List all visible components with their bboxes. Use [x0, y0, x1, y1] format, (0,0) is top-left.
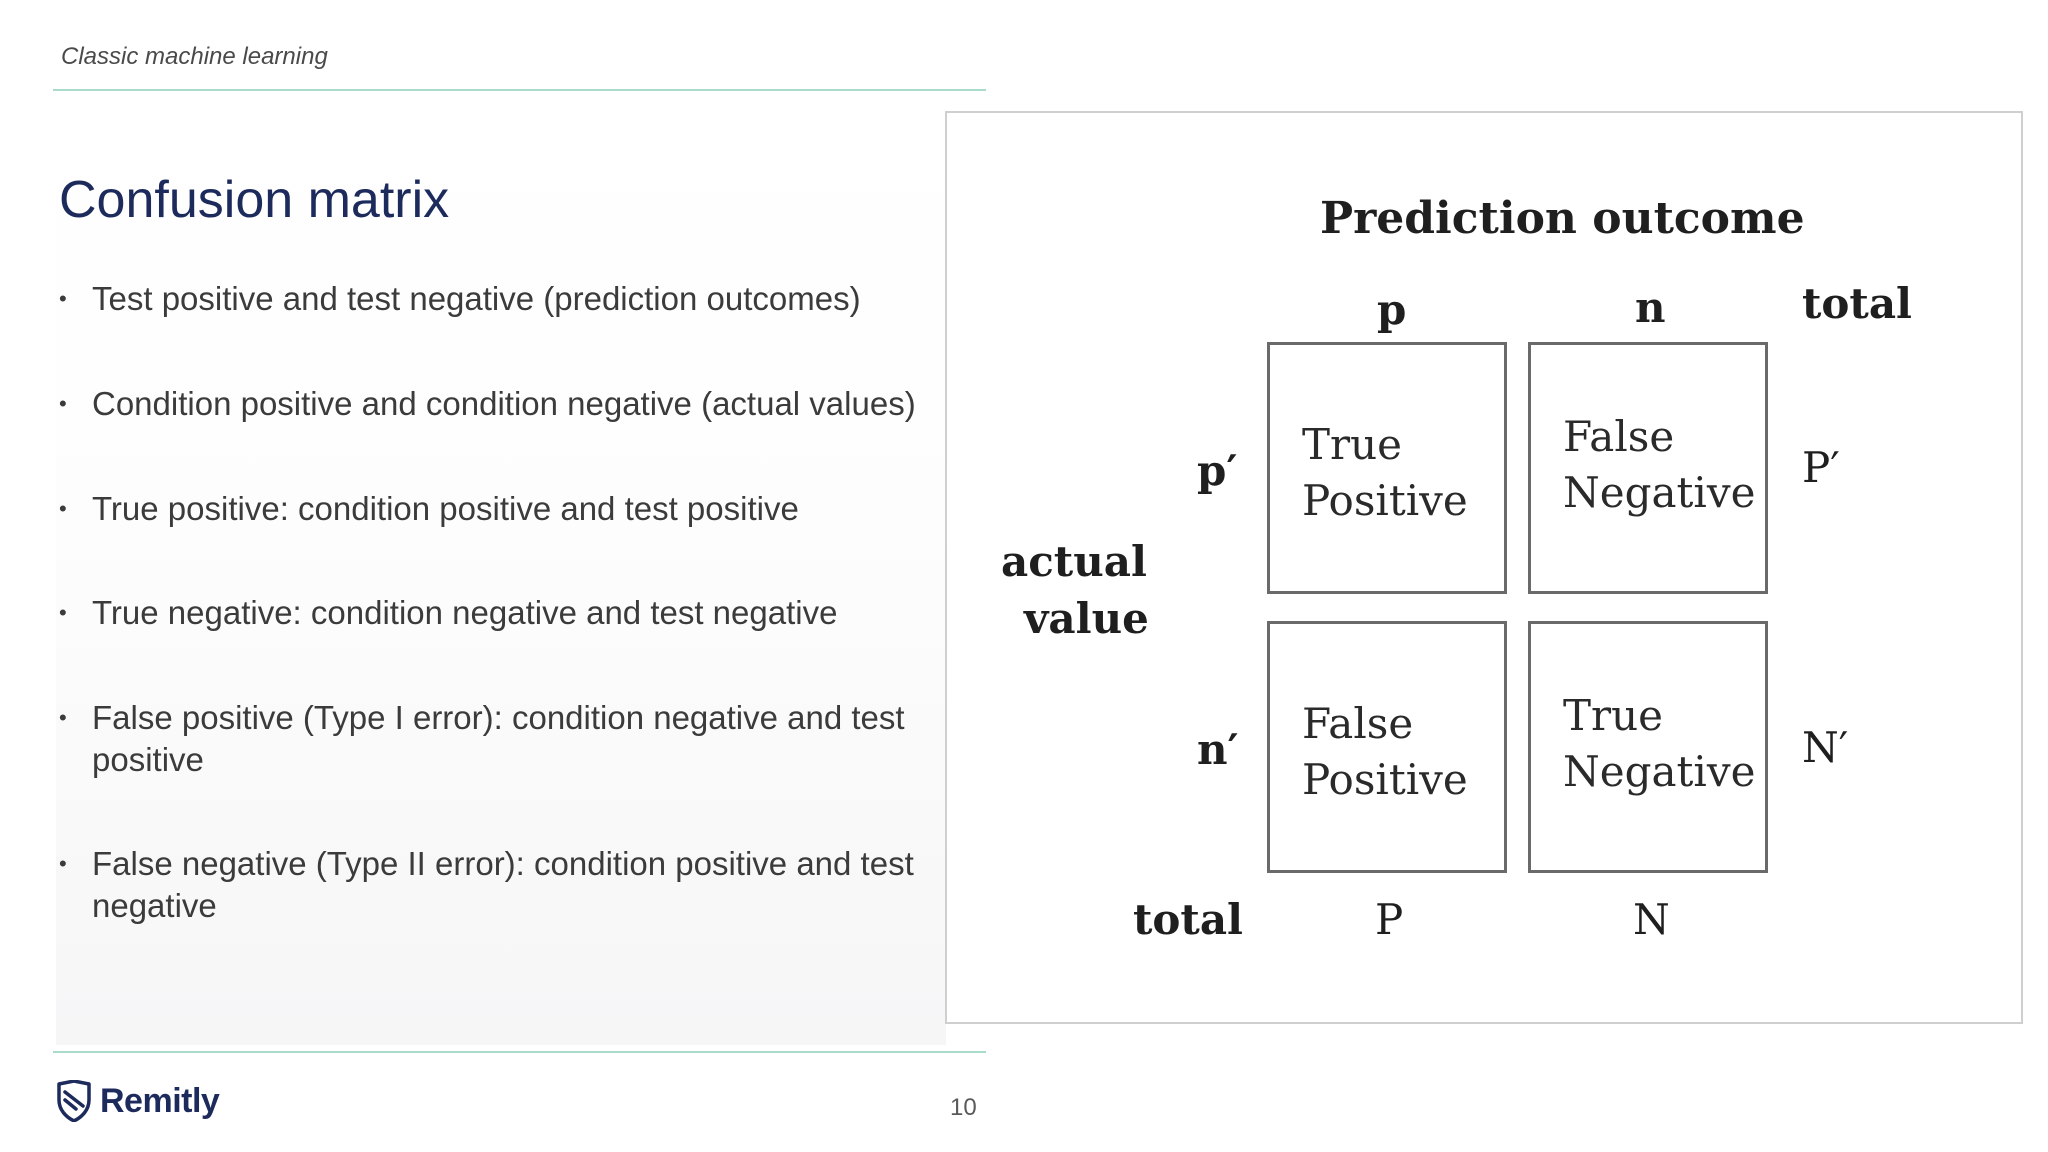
row-header-p-prime: p′ [1197, 446, 1238, 495]
cell-label-line: False [1563, 412, 1675, 461]
matrix-cell-false-positive: False Positive [1267, 621, 1507, 873]
col-header-p: p [1377, 285, 1407, 334]
cell-label: False Negative [1563, 409, 1755, 521]
matrix-cell-true-negative: True Negative [1528, 621, 1768, 873]
cell-label-line: Negative [1563, 468, 1756, 517]
cell-label: True Negative [1563, 688, 1755, 800]
cell-label-line: True [1563, 691, 1663, 740]
row-header-total: total [1133, 895, 1243, 944]
cell-label: False Positive [1302, 696, 1468, 808]
row-total-p-prime: P′ [1802, 443, 1840, 492]
cell-label-line: Positive [1302, 476, 1468, 525]
bullet-glyph: • [59, 705, 67, 730]
bullet-item: • True negative: condition negative and … [59, 592, 959, 634]
col-total-n: N [1633, 895, 1670, 944]
remitly-shield-icon [57, 1080, 91, 1122]
bullet-glyph: • [59, 286, 67, 311]
figure-title: Prediction outcome [1320, 193, 1805, 244]
matrix-cell-false-negative: False Negative [1528, 342, 1768, 594]
page-number: 10 [950, 1094, 977, 1121]
slide-title: Confusion matrix [59, 171, 450, 229]
bullet-text: False negative (Type II error): conditio… [92, 845, 914, 924]
bullet-item: • True positive: condition positive and … [59, 488, 959, 530]
cell-label: True Positive [1302, 417, 1468, 529]
bullet-text: False positive (Type I error): condition… [92, 699, 905, 778]
bullet-item: • False positive (Type I error): conditi… [59, 697, 959, 781]
section-label: Classic machine learning [61, 43, 328, 70]
cell-label-line: False [1302, 699, 1414, 748]
col-header-total: total [1802, 279, 1912, 328]
bullet-text: Condition positive and condition negativ… [92, 385, 916, 422]
confusion-matrix-figure: Prediction outcome p n total p′ n′ total… [945, 111, 2023, 1024]
row-header-n-prime: n′ [1197, 725, 1239, 774]
bullet-glyph: • [59, 496, 67, 521]
cell-label-line: Positive [1302, 755, 1468, 804]
footer-divider [53, 1051, 986, 1053]
col-header-n: n [1635, 283, 1666, 332]
row-title-value: value [1024, 594, 1149, 643]
header-divider [53, 89, 986, 91]
row-total-n-prime: N′ [1802, 723, 1849, 772]
bullet-glyph: • [59, 391, 67, 416]
row-title-actual: actual [1001, 537, 1147, 586]
content-panel-background [56, 100, 946, 1045]
remitly-logo: Remitly [56, 1080, 220, 1122]
bullet-item: • Test positive and test negative (predi… [59, 278, 959, 320]
cell-label-line: True [1302, 420, 1402, 469]
col-total-p: P [1375, 895, 1404, 944]
bullet-text: True positive: condition positive and te… [92, 490, 799, 527]
logo-wordmark: Remitly [100, 1081, 220, 1120]
bullet-text: True negative: condition negative and te… [92, 594, 838, 631]
bullet-glyph: • [59, 600, 67, 625]
bullet-item: • Condition positive and condition negat… [59, 383, 959, 425]
bullet-text: Test positive and test negative (predict… [92, 280, 861, 317]
bullet-item: • False negative (Type II error): condit… [59, 843, 959, 927]
cell-label-line: Negative [1563, 747, 1756, 796]
bullet-glyph: • [59, 851, 67, 876]
matrix-cell-true-positive: True Positive [1267, 342, 1507, 594]
